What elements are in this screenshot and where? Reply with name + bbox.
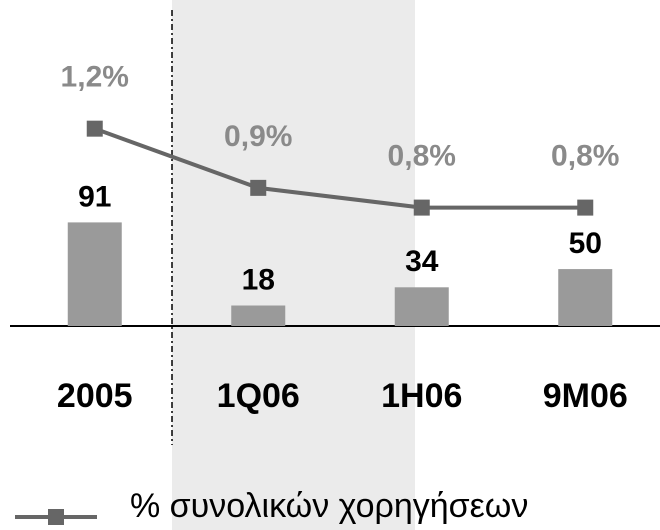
x-tick-label: 1H06	[381, 377, 462, 415]
line-marker	[413, 199, 430, 216]
x-tick-label: 2005	[57, 377, 133, 415]
line-marker	[86, 120, 103, 137]
x-tick-label: 9M06	[543, 377, 628, 415]
legend-label: % συνολικών χορηγήσεων	[130, 487, 528, 525]
bar-value-label: 18	[242, 263, 275, 296]
bar-value-label: 91	[78, 180, 111, 213]
legend-marker	[48, 509, 64, 525]
line-marker	[577, 199, 594, 216]
bar	[67, 222, 122, 326]
bar	[394, 287, 449, 326]
bar-value-label: 34	[405, 245, 439, 278]
line-value-label: 1,2%	[61, 61, 129, 94]
line-value-label: 0,8%	[551, 140, 619, 173]
x-tick-label: 1Q06	[217, 377, 300, 415]
bar-value-label: 50	[569, 227, 602, 260]
line-value-label: 0,9%	[224, 120, 292, 153]
line	[94, 126, 586, 210]
line-value-label: 0,8%	[388, 140, 456, 173]
line-marker	[250, 179, 267, 196]
highlight-band	[172, 0, 415, 530]
bar	[558, 269, 613, 326]
bar	[231, 305, 286, 326]
